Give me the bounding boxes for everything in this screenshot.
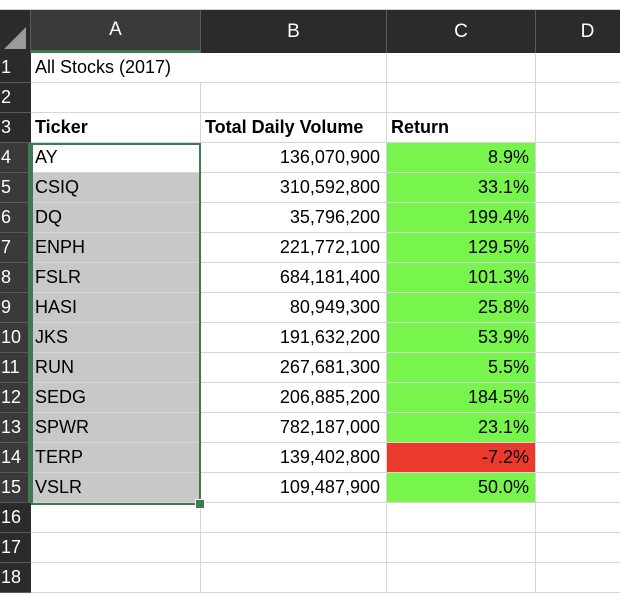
cell-d13[interactable] — [536, 413, 620, 443]
row-header-5[interactable]: 5 — [0, 173, 31, 203]
return-cell[interactable]: 5.5% — [387, 353, 536, 383]
ticker-cell[interactable]: CSIQ — [31, 173, 201, 203]
select-all-triangle-icon — [4, 27, 26, 49]
row-header-6[interactable]: 6 — [0, 203, 31, 233]
row-header-9[interactable]: 9 — [0, 293, 31, 323]
ticker-cell[interactable]: DQ — [31, 203, 201, 233]
row-header-3[interactable]: 3 — [0, 113, 31, 143]
column-header-b[interactable]: B — [201, 10, 387, 53]
cell-a16[interactable] — [31, 503, 201, 533]
row-header-4[interactable]: 4 — [0, 143, 31, 173]
row-header-12[interactable]: 12 — [0, 383, 31, 413]
cell-d9[interactable] — [536, 293, 620, 323]
row-header-18[interactable]: 18 — [0, 563, 31, 593]
volume-cell[interactable]: 191,632,200 — [201, 323, 387, 353]
ticker-cell[interactable]: AY — [31, 143, 201, 173]
ticker-cell[interactable]: HASI — [31, 293, 201, 323]
row-header-10[interactable]: 10 — [0, 323, 31, 353]
row-header-13[interactable]: 13 — [0, 413, 31, 443]
row-header-17[interactable]: 17 — [0, 533, 31, 563]
cell-c17[interactable] — [387, 533, 536, 563]
column-header-a[interactable]: A — [31, 10, 201, 53]
cell-c2[interactable] — [387, 83, 536, 113]
cell-d14[interactable] — [536, 443, 620, 473]
ticker-cell[interactable]: SPWR — [31, 413, 201, 443]
cell-d4[interactable] — [536, 143, 620, 173]
cell-b2[interactable] — [201, 83, 387, 113]
return-cell[interactable]: 199.4% — [387, 203, 536, 233]
cell-b18[interactable] — [201, 563, 387, 593]
return-cell[interactable]: 53.9% — [387, 323, 536, 353]
cell-d11[interactable] — [536, 353, 620, 383]
cell-a17[interactable] — [31, 533, 201, 563]
cell-d16[interactable] — [536, 503, 620, 533]
cell-d18[interactable] — [536, 563, 620, 593]
return-cell[interactable]: -7.2% — [387, 443, 536, 473]
row-header-15[interactable]: 15 — [0, 473, 31, 503]
ticker-cell[interactable]: JKS — [31, 323, 201, 353]
select-all-button[interactable] — [0, 10, 31, 53]
cell-a2[interactable] — [31, 83, 201, 113]
volume-cell[interactable]: 221,772,100 — [201, 233, 387, 263]
row-header-2[interactable]: 2 — [0, 83, 31, 113]
fill-handle[interactable] — [195, 499, 205, 509]
ticker-cell[interactable]: RUN — [31, 353, 201, 383]
return-cell[interactable]: 33.1% — [387, 173, 536, 203]
ticker-cell[interactable]: VSLR — [31, 473, 201, 503]
cell-d17[interactable] — [536, 533, 620, 563]
volume-cell[interactable]: 109,487,900 — [201, 473, 387, 503]
volume-header-cell[interactable]: Total Daily Volume — [201, 113, 387, 143]
cell-d7[interactable] — [536, 233, 620, 263]
sheet-title-cell[interactable]: All Stocks (2017) — [31, 53, 201, 83]
row-header-1[interactable]: 1 — [0, 53, 31, 83]
cell-d10[interactable] — [536, 323, 620, 353]
return-cell[interactable]: 50.0% — [387, 473, 536, 503]
ticker-cell[interactable]: SEDG — [31, 383, 201, 413]
ticker-cell[interactable]: ENPH — [31, 233, 201, 263]
row-header-7[interactable]: 7 — [0, 233, 31, 263]
volume-cell[interactable]: 80,949,300 — [201, 293, 387, 323]
row-header-16[interactable]: 16 — [0, 503, 31, 533]
volume-cell[interactable]: 206,885,200 — [201, 383, 387, 413]
cell-d2[interactable] — [536, 83, 620, 113]
column-header-c[interactable]: C — [387, 10, 536, 53]
cell-b17[interactable] — [201, 533, 387, 563]
return-cell[interactable]: 129.5% — [387, 233, 536, 263]
row-header-14[interactable]: 14 — [0, 443, 31, 473]
cell-d1[interactable] — [536, 53, 620, 83]
ticker-cell[interactable]: FSLR — [31, 263, 201, 293]
volume-cell[interactable]: 139,402,800 — [201, 443, 387, 473]
return-header-cell[interactable]: Return — [387, 113, 536, 143]
return-cell[interactable]: 101.3% — [387, 263, 536, 293]
row-header-8[interactable]: 8 — [0, 263, 31, 293]
return-cell[interactable]: 184.5% — [387, 383, 536, 413]
cell-d15[interactable] — [536, 473, 620, 503]
cell-c18[interactable] — [387, 563, 536, 593]
ticker-cell[interactable]: TERP — [31, 443, 201, 473]
return-cell[interactable]: 8.9% — [387, 143, 536, 173]
row-header-11[interactable]: 11 — [0, 353, 31, 383]
toolbar-strip — [0, 0, 620, 10]
cell-b16[interactable] — [201, 503, 387, 533]
volume-cell[interactable]: 684,181,400 — [201, 263, 387, 293]
cell-d8[interactable] — [536, 263, 620, 293]
column-header-d[interactable]: D — [536, 10, 620, 53]
volume-cell[interactable]: 35,796,200 — [201, 203, 387, 233]
ticker-header-cell[interactable]: Ticker — [31, 113, 201, 143]
return-cell[interactable]: 23.1% — [387, 413, 536, 443]
volume-cell[interactable]: 136,070,900 — [201, 143, 387, 173]
cell-a18[interactable] — [31, 563, 201, 593]
return-cell[interactable]: 25.8% — [387, 293, 536, 323]
volume-cell[interactable]: 267,681,300 — [201, 353, 387, 383]
cell-d5[interactable] — [536, 173, 620, 203]
cell-d3[interactable] — [536, 113, 620, 143]
cell-d6[interactable] — [536, 203, 620, 233]
cell-b1[interactable] — [201, 53, 387, 83]
cell-c1[interactable] — [387, 53, 536, 83]
cell-c16[interactable] — [387, 503, 536, 533]
volume-cell[interactable]: 782,187,000 — [201, 413, 387, 443]
volume-cell[interactable]: 310,592,800 — [201, 173, 387, 203]
cell-d12[interactable] — [536, 383, 620, 413]
